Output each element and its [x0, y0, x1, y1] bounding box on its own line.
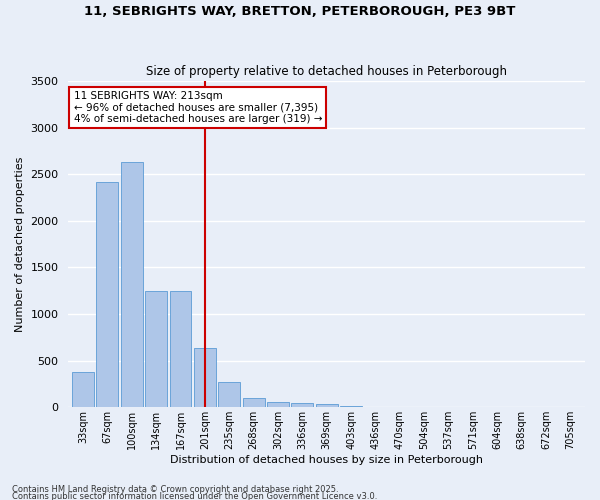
Bar [145, 291, 167, 408]
Bar [218, 382, 240, 407]
Bar [292, 403, 313, 407]
Bar [242, 398, 265, 407]
Bar [316, 404, 338, 407]
Text: Contains public sector information licensed under the Open Government Licence v3: Contains public sector information licen… [12, 492, 377, 500]
Y-axis label: Number of detached properties: Number of detached properties [15, 156, 25, 332]
Bar [121, 162, 143, 408]
Text: Contains HM Land Registry data © Crown copyright and database right 2025.: Contains HM Land Registry data © Crown c… [12, 486, 338, 494]
Bar [194, 348, 216, 408]
Bar [72, 372, 94, 408]
Text: 11, SEBRIGHTS WAY, BRETTON, PETERBOROUGH, PE3 9BT: 11, SEBRIGHTS WAY, BRETTON, PETERBOROUGH… [85, 5, 515, 18]
Bar [267, 402, 289, 407]
Bar [340, 406, 362, 407]
X-axis label: Distribution of detached houses by size in Peterborough: Distribution of detached houses by size … [170, 455, 483, 465]
Text: 11 SEBRIGHTS WAY: 213sqm
← 96% of detached houses are smaller (7,395)
4% of semi: 11 SEBRIGHTS WAY: 213sqm ← 96% of detach… [74, 91, 322, 124]
Bar [170, 291, 191, 408]
Title: Size of property relative to detached houses in Peterborough: Size of property relative to detached ho… [146, 66, 507, 78]
Bar [97, 182, 118, 408]
